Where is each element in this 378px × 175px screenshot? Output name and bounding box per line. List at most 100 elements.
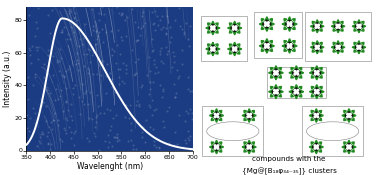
Point <box>74 52 80 54</box>
Point <box>182 119 188 122</box>
Point <box>146 56 152 58</box>
Point <box>147 88 153 90</box>
Polygon shape <box>314 20 320 26</box>
Point <box>133 103 139 106</box>
Point <box>112 91 118 93</box>
Point <box>182 139 188 141</box>
Point <box>66 12 72 15</box>
Polygon shape <box>291 94 294 97</box>
Bar <box>254 12 302 58</box>
Polygon shape <box>352 44 359 50</box>
Point <box>73 11 79 14</box>
Polygon shape <box>284 19 287 21</box>
Point <box>104 108 110 111</box>
Point <box>59 30 65 33</box>
Point <box>63 87 69 90</box>
Polygon shape <box>231 28 238 35</box>
Point <box>81 64 87 67</box>
Circle shape <box>232 29 234 30</box>
Circle shape <box>266 23 268 25</box>
Polygon shape <box>361 42 364 45</box>
Point <box>157 50 163 53</box>
Polygon shape <box>273 66 279 73</box>
Polygon shape <box>279 86 281 89</box>
Point <box>56 60 62 63</box>
Point <box>54 58 60 61</box>
Polygon shape <box>296 70 304 76</box>
Polygon shape <box>252 110 254 113</box>
Polygon shape <box>269 70 276 76</box>
Circle shape <box>265 47 266 48</box>
Polygon shape <box>282 21 290 27</box>
Circle shape <box>214 116 216 118</box>
Point <box>105 145 111 148</box>
Point <box>57 48 63 50</box>
Point <box>50 119 56 122</box>
Point <box>49 127 55 130</box>
Polygon shape <box>263 17 270 24</box>
Point <box>43 88 49 90</box>
Polygon shape <box>342 144 349 150</box>
Circle shape <box>232 50 234 51</box>
Point <box>107 129 113 132</box>
Bar <box>302 106 363 156</box>
Polygon shape <box>359 44 366 50</box>
Point <box>156 146 163 149</box>
Point <box>46 125 53 128</box>
Polygon shape <box>313 44 321 51</box>
Point <box>103 75 109 77</box>
Circle shape <box>214 50 215 51</box>
Point <box>90 51 96 54</box>
Point <box>185 112 191 114</box>
Point <box>146 104 152 106</box>
Point <box>152 58 158 61</box>
Polygon shape <box>211 118 214 121</box>
Polygon shape <box>231 24 239 32</box>
Polygon shape <box>267 43 274 49</box>
Circle shape <box>358 47 359 48</box>
Point <box>34 144 40 147</box>
Point <box>149 11 155 14</box>
Point <box>187 148 193 150</box>
Point <box>89 118 95 120</box>
Polygon shape <box>244 150 246 152</box>
Point <box>25 114 31 117</box>
Point <box>64 118 70 121</box>
Polygon shape <box>219 110 222 113</box>
Circle shape <box>297 89 299 91</box>
Polygon shape <box>299 68 302 70</box>
Point <box>147 126 153 129</box>
Polygon shape <box>310 70 317 76</box>
Circle shape <box>235 47 237 48</box>
Point <box>38 98 44 100</box>
Point <box>43 86 50 89</box>
Point <box>84 53 90 56</box>
Circle shape <box>359 48 361 49</box>
Point <box>172 96 178 99</box>
Polygon shape <box>311 86 314 89</box>
Polygon shape <box>346 116 352 122</box>
Polygon shape <box>361 21 364 24</box>
Polygon shape <box>345 143 353 151</box>
Circle shape <box>211 50 212 51</box>
Point <box>39 104 45 106</box>
Point <box>160 89 166 92</box>
Polygon shape <box>231 45 239 53</box>
Polygon shape <box>261 19 264 21</box>
Point <box>158 27 164 30</box>
Polygon shape <box>333 21 336 24</box>
Polygon shape <box>213 109 220 116</box>
Point <box>153 66 159 69</box>
Circle shape <box>315 48 317 49</box>
Polygon shape <box>354 21 356 24</box>
Polygon shape <box>271 75 273 78</box>
Circle shape <box>316 72 318 74</box>
Point <box>189 112 195 114</box>
Polygon shape <box>229 23 232 25</box>
Circle shape <box>287 44 289 45</box>
Point <box>146 93 152 96</box>
Point <box>133 148 139 151</box>
Circle shape <box>277 71 278 72</box>
Point <box>129 122 135 125</box>
Point <box>45 131 51 134</box>
